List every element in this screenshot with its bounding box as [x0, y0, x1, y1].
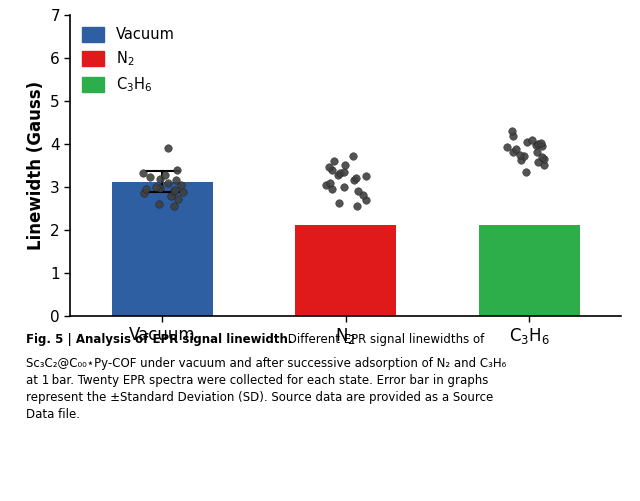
Point — [155, 184, 165, 192]
Point — [154, 200, 164, 208]
Point — [327, 166, 337, 174]
Point — [349, 176, 359, 184]
Point — [324, 163, 335, 171]
Point — [145, 173, 156, 181]
Point — [536, 142, 547, 150]
Legend: Vacuum, N$_2$, C$_3$H$_6$: Vacuum, N$_2$, C$_3$H$_6$ — [76, 21, 180, 100]
Point — [533, 140, 543, 148]
Point — [502, 143, 513, 151]
Bar — [295, 175, 396, 316]
Point — [352, 202, 362, 210]
Point — [169, 202, 179, 210]
Point — [170, 186, 180, 194]
Point — [168, 187, 179, 195]
Point — [163, 178, 173, 186]
Point — [178, 188, 188, 196]
Text: Fig. 5 | Analysis of EPR signal linewidth.: Fig. 5 | Analysis of EPR signal linewidt… — [26, 333, 292, 346]
Bar — [111, 182, 212, 316]
Point — [538, 153, 548, 161]
Point — [339, 183, 349, 191]
Point — [521, 168, 531, 176]
Point — [516, 156, 526, 164]
Point — [515, 151, 525, 159]
Point — [333, 171, 343, 179]
Point — [176, 181, 186, 189]
Point — [539, 161, 549, 169]
Point — [531, 141, 541, 149]
Point — [348, 152, 358, 160]
Point — [151, 183, 161, 191]
Point — [335, 169, 345, 177]
Point — [358, 191, 368, 199]
Point — [519, 152, 529, 160]
Point — [361, 196, 371, 204]
Point — [328, 157, 339, 165]
Point — [532, 158, 543, 166]
Point — [532, 148, 542, 156]
Point — [172, 176, 182, 184]
Point — [327, 185, 337, 193]
Point — [353, 187, 363, 195]
Point — [334, 199, 344, 207]
Point — [339, 168, 349, 176]
Point — [321, 181, 331, 189]
Point — [172, 166, 182, 174]
Text: Different EPR signal linewidths of: Different EPR signal linewidths of — [284, 333, 484, 346]
Point — [141, 185, 151, 193]
Point — [173, 195, 183, 203]
Point — [508, 132, 518, 140]
Point — [527, 136, 537, 144]
Point — [508, 148, 518, 156]
Point — [166, 192, 176, 200]
Point — [351, 174, 362, 182]
Y-axis label: Linewidth (Gauss): Linewidth (Gauss) — [27, 81, 45, 250]
Point — [138, 169, 148, 177]
Point — [539, 155, 549, 163]
Point — [536, 139, 547, 147]
Point — [361, 172, 371, 180]
Point — [163, 144, 173, 152]
Point — [154, 175, 164, 183]
Point — [159, 171, 170, 179]
Bar — [479, 147, 580, 316]
Point — [511, 145, 521, 153]
Point — [339, 161, 349, 169]
Point — [139, 189, 149, 197]
Point — [522, 138, 532, 146]
Point — [507, 127, 517, 135]
Text: Sc₃C₂@C₀₀⋆Py-COF under vacuum and after successive adsorption of N₂ and C₃H₆
at : Sc₃C₂@C₀₀⋆Py-COF under vacuum and after … — [26, 357, 506, 421]
Point — [325, 178, 335, 186]
